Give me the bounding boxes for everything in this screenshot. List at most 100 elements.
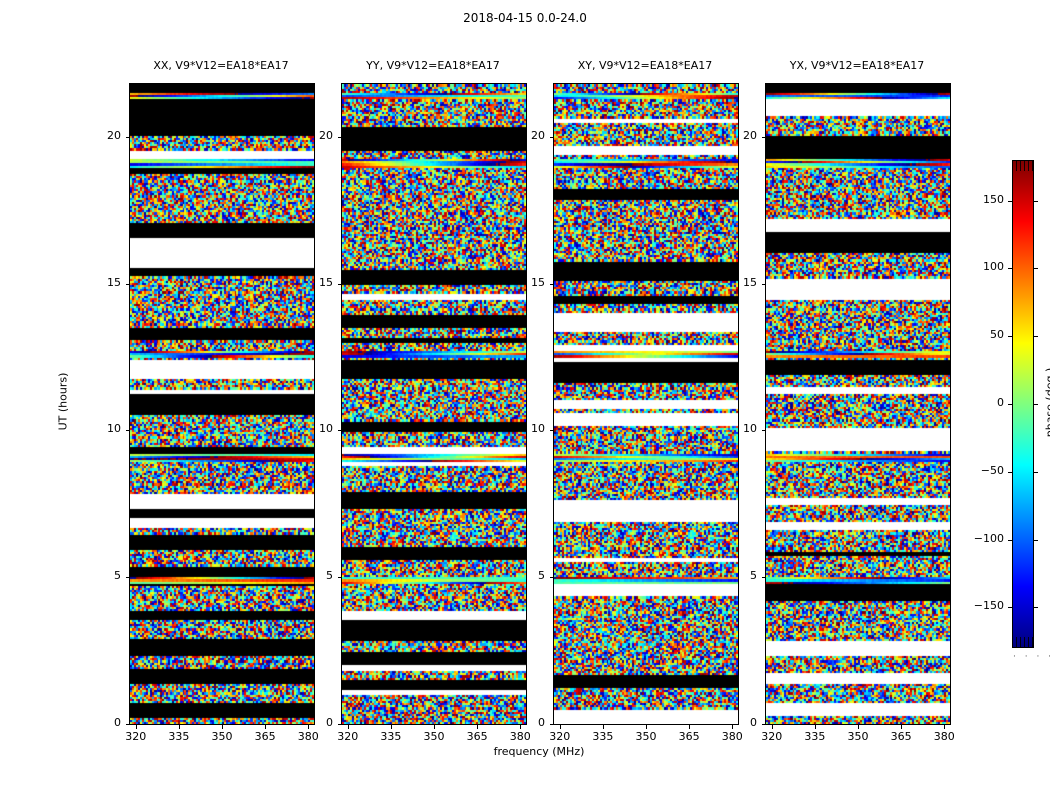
- colorbar-tick-mark: [1034, 472, 1038, 473]
- x-tick-label: 365: [678, 730, 700, 743]
- colorbar-tick-label: −100: [973, 531, 1004, 545]
- y-tick-mark: [550, 724, 554, 725]
- x-tick-label: 320: [125, 730, 147, 743]
- colorbar-tick-mark: [1008, 472, 1012, 473]
- colorbar-tick-mark: [1008, 404, 1012, 405]
- y-tick-mark: [126, 577, 130, 578]
- x-tick-label: 335: [592, 730, 614, 743]
- x-tick-label: 350: [423, 730, 445, 743]
- y-tick-mark: [338, 724, 342, 725]
- colorbar-tick-label: 0: [997, 396, 1004, 409]
- x-tick-mark: [520, 725, 521, 729]
- colorbar-tick-label: −150: [973, 599, 1004, 613]
- x-tick-mark: [136, 725, 137, 729]
- x-tick-mark: [732, 725, 733, 729]
- waterfall-image-yy: [342, 84, 526, 724]
- x-tick-label: 365: [890, 730, 912, 743]
- x-tick-mark: [265, 725, 266, 729]
- x-tick-mark: [815, 725, 816, 729]
- y-tick-label: 10: [743, 422, 757, 436]
- y-tick-label: 15: [743, 275, 757, 289]
- panel-title-yy: YY, V9*V12=EA18*EA17: [366, 59, 500, 72]
- x-tick-mark: [944, 725, 945, 729]
- y-tick-label: 20: [107, 128, 121, 142]
- x-tick-label: 350: [211, 730, 233, 743]
- y-tick-label: 5: [750, 569, 757, 583]
- colorbar-tick-mark: [1034, 404, 1038, 405]
- y-tick-mark: [550, 284, 554, 285]
- waterfall-panel-yx[interactable]: [765, 83, 951, 725]
- y-tick-label: 0: [750, 716, 757, 729]
- y-tick-mark: [126, 284, 130, 285]
- y-tick-label: 20: [531, 128, 545, 142]
- figure-suptitle: 2018-04-15 0.0-24.0: [463, 11, 587, 25]
- colorbar-tick-mark: [1034, 268, 1038, 269]
- y-tick-mark: [762, 284, 766, 285]
- colorbar-label: phase (deg.): [1043, 367, 1050, 438]
- x-tick-label: 335: [380, 730, 402, 743]
- y-tick-mark: [550, 137, 554, 138]
- x-tick-mark: [646, 725, 647, 729]
- colorbar-tick-mark: [1008, 201, 1012, 202]
- x-tick-mark: [603, 725, 604, 729]
- x-tick-mark: [772, 725, 773, 729]
- x-tick-label: 365: [254, 730, 276, 743]
- x-axis-label: frequency (MHz): [493, 745, 585, 758]
- y-tick-label: 5: [538, 569, 545, 583]
- x-tick-mark: [222, 725, 223, 729]
- waterfall-image-yx: [766, 84, 950, 724]
- x-tick-mark: [858, 725, 859, 729]
- y-tick-label: 10: [319, 422, 333, 436]
- waterfall-panel-xx[interactable]: [129, 83, 315, 725]
- y-tick-mark: [762, 137, 766, 138]
- x-tick-label: 365: [466, 730, 488, 743]
- y-tick-mark: [550, 577, 554, 578]
- y-tick-label: 10: [107, 422, 121, 436]
- y-tick-mark: [338, 137, 342, 138]
- x-tick-label: 320: [549, 730, 571, 743]
- waterfall-image-xy: [554, 84, 738, 724]
- x-tick-label: 380: [509, 730, 531, 743]
- x-tick-label: 350: [635, 730, 657, 743]
- colorbar-tick-label: −50: [980, 463, 1004, 477]
- y-tick-label: 15: [107, 275, 121, 289]
- y-tick-label: 10: [531, 422, 545, 436]
- x-tick-mark: [560, 725, 561, 729]
- y-tick-mark: [338, 284, 342, 285]
- waterfall-image-xx: [130, 84, 314, 724]
- x-tick-mark: [434, 725, 435, 729]
- x-tick-mark: [689, 725, 690, 729]
- y-tick-mark: [762, 430, 766, 431]
- colorbar-tick-mark: [1008, 607, 1012, 608]
- x-tick-mark: [348, 725, 349, 729]
- y-tick-mark: [126, 430, 130, 431]
- waterfall-panel-xy[interactable]: [553, 83, 739, 725]
- colorbar-tick-label: 150: [983, 192, 1004, 206]
- y-tick-label: 20: [743, 128, 757, 142]
- colorbar-tick-mark: [1034, 540, 1038, 541]
- colorbar-tick-mark: [1008, 336, 1012, 337]
- y-tick-label: 0: [326, 716, 333, 729]
- x-tick-label: 380: [297, 730, 319, 743]
- y-tick-label: 0: [114, 716, 121, 729]
- colorbar-tick-mark: [1034, 336, 1038, 337]
- colorbar-tick-mark: [1034, 201, 1038, 202]
- x-tick-label: 350: [847, 730, 869, 743]
- waterfall-panel-yy[interactable]: [341, 83, 527, 725]
- y-tick-label: 15: [531, 275, 545, 289]
- x-tick-mark: [901, 725, 902, 729]
- y-tick-mark: [126, 137, 130, 138]
- y-tick-label: 5: [114, 569, 121, 583]
- y-tick-label: 20: [319, 128, 333, 142]
- y-tick-mark: [338, 430, 342, 431]
- colorbar-gradient-box: [1012, 160, 1034, 648]
- x-tick-label: 335: [168, 730, 190, 743]
- x-tick-mark: [477, 725, 478, 729]
- colorbar-gradient: [1013, 161, 1033, 647]
- y-tick-mark: [126, 724, 130, 725]
- x-tick-mark: [308, 725, 309, 729]
- y-tick-mark: [550, 430, 554, 431]
- x-tick-label: 320: [337, 730, 359, 743]
